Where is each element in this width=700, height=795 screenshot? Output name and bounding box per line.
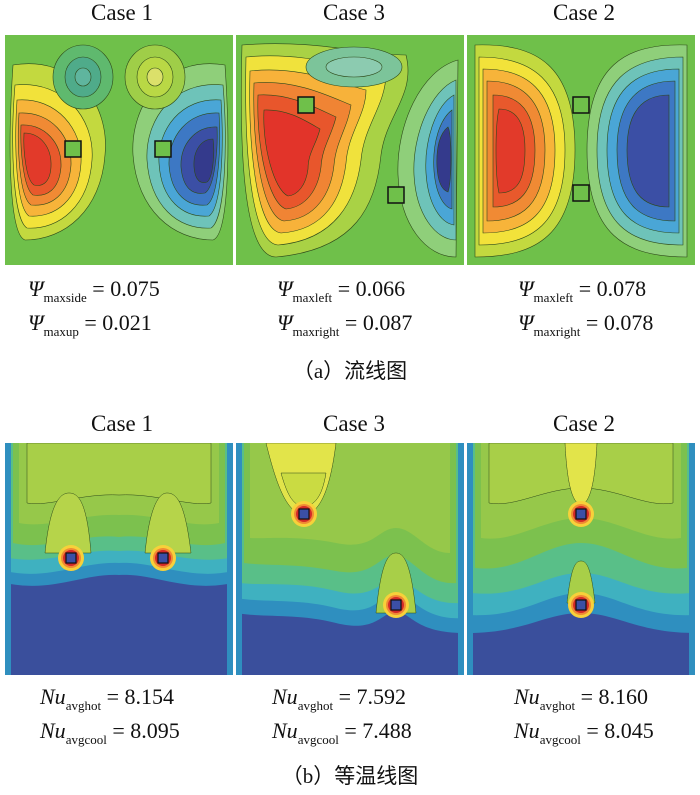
iso-title-case1: Case 1 [91, 411, 153, 436]
isotherm-plot-case3 [236, 443, 464, 675]
iso-case1-value-1: Nuavghot = 8.154 [40, 684, 174, 713]
stream-case1-value-2: Ψmaxup = 0.021 [28, 310, 152, 339]
streamline-plot-case2 [467, 35, 695, 265]
streamline-plot-case1 [5, 35, 233, 265]
stream-title-case1: Case 1 [91, 0, 153, 25]
caption-a: （a）流线图 [292, 359, 408, 383]
iso-case3-value-2: Nuavgcool = 7.488 [272, 718, 412, 747]
iso-title-case2: Case 2 [553, 411, 615, 436]
iso-case2-value-1: Nuavghot = 8.160 [514, 684, 648, 713]
right-vortex [132, 63, 229, 241]
stream-case1-value-1: Ψmaxside = 0.075 [28, 276, 160, 305]
isotherm-plot-case2 [467, 443, 695, 675]
stream-case3-value-2: Ψmaxright = 0.087 [277, 310, 413, 339]
stream-title-case2: Case 2 [553, 0, 615, 25]
caption-b: （b）等温线图 [281, 764, 419, 788]
left-vortex [474, 44, 576, 258]
left-vortex [9, 63, 106, 241]
stream-case2-value-2: Ψmaxright = 0.078 [518, 310, 654, 339]
stream-case2-value-1: Ψmaxleft = 0.078 [518, 276, 647, 305]
stream-case3-value-1: Ψmaxleft = 0.066 [277, 276, 406, 305]
right-vortex [586, 44, 688, 258]
large-left-vortex [240, 43, 409, 258]
iso-case3-value-1: Nuavghot = 7.592 [272, 684, 406, 713]
iso-case1-value-2: Nuavgcool = 8.095 [40, 718, 180, 747]
iso-case2-value-2: Nuavgcool = 8.045 [514, 718, 654, 747]
isotherm-plot-case1 [5, 443, 233, 675]
stream-title-case3: Case 3 [323, 0, 385, 25]
right-vortex [397, 59, 459, 258]
iso-title-case3: Case 3 [323, 411, 385, 436]
streamline-plot-case3 [236, 35, 464, 265]
